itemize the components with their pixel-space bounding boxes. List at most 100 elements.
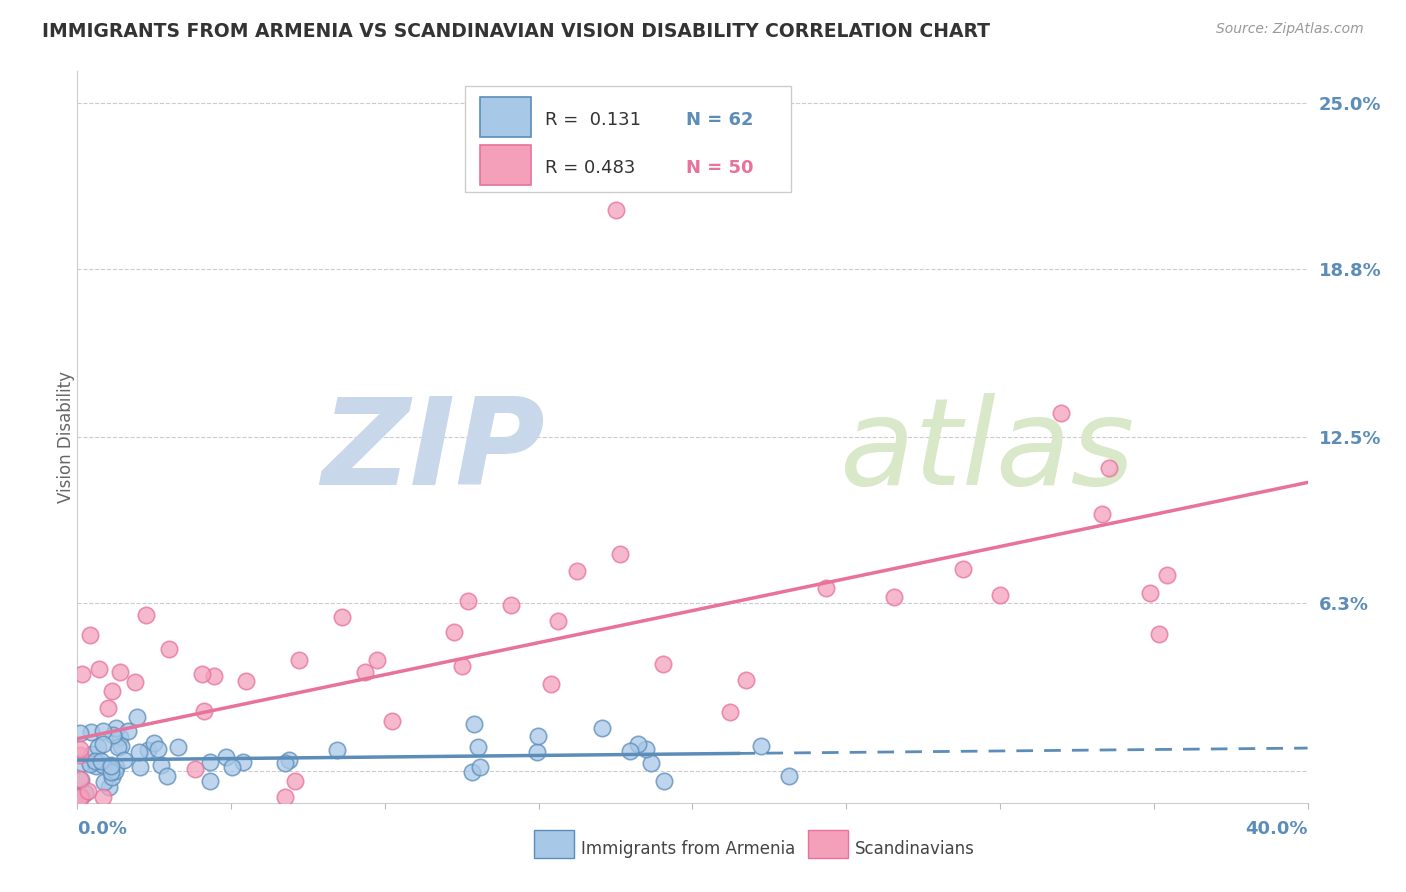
Point [288,652,311,666]
Point [135,608,157,623]
Point [470,759,492,773]
Point [1091,507,1114,521]
Bar [479,145,531,185]
Text: R =  0.131: R = 0.131 [546,112,641,129]
Point [634,741,657,756]
Point [1147,627,1170,641]
Point [457,594,479,608]
Point [101,683,124,698]
Point [198,756,221,770]
Point [461,765,484,780]
Point [129,759,152,773]
Point [988,587,1011,601]
Point [110,739,132,753]
Point [273,790,295,805]
Point [609,547,631,561]
Point [70,790,93,805]
Point [565,564,588,578]
Point [75,786,97,800]
Point [80,747,103,761]
Point [443,625,465,640]
Point [72,666,94,681]
Point [283,774,305,789]
Point [591,721,613,735]
Point [91,737,114,751]
Point [547,614,569,628]
Point [381,714,404,728]
Point [87,662,110,676]
Point [463,717,485,731]
Point [104,759,127,773]
Point [277,753,299,767]
Text: Immigrants from Armenia: Immigrants from Armenia [581,840,794,858]
Point [526,745,548,759]
Y-axis label: Vision Disability: Vision Disability [58,371,75,503]
Point [191,666,214,681]
Point [69,726,91,740]
Point [79,756,101,771]
Point [605,203,627,218]
Point [467,739,489,754]
Point [1139,586,1161,600]
Point [526,729,548,743]
Point [100,758,122,772]
Text: 40.0%: 40.0% [1246,820,1308,838]
Text: Scandinavians: Scandinavians [855,840,974,858]
Point [1050,406,1073,420]
Point [883,590,905,604]
Point [354,665,377,679]
Point [125,710,148,724]
Point [138,743,160,757]
Point [91,758,114,772]
Point [627,737,650,751]
Point [98,780,121,794]
Point [108,731,131,745]
Point [87,740,110,755]
Point [77,784,100,798]
Point [274,756,297,771]
Text: N = 62: N = 62 [686,112,754,129]
Point [101,770,124,784]
Point [70,789,93,803]
Point [749,739,772,753]
Text: R = 0.483: R = 0.483 [546,159,636,177]
Point [70,772,93,787]
Point [100,765,122,780]
Point [79,725,101,739]
Point [84,758,107,772]
Point [117,724,139,739]
Text: N = 50: N = 50 [686,159,754,177]
Point [1156,567,1178,582]
Point [652,657,675,672]
Point [221,760,243,774]
Point [157,641,180,656]
Point [202,669,225,683]
Point [366,653,388,667]
Point [70,756,93,770]
Point [720,705,742,719]
Point [150,758,173,772]
Point [107,740,129,755]
Text: ZIP: ZIP [321,393,546,510]
Point [91,790,114,805]
Point [104,721,127,735]
Point [232,756,254,770]
FancyBboxPatch shape [465,86,792,192]
Point [69,742,91,756]
Point [330,609,353,624]
Point [814,581,837,595]
Point [652,773,675,788]
Point [69,772,91,786]
Point [91,724,114,739]
Point [112,753,135,767]
Point [148,742,170,756]
Point [952,562,974,576]
Point [778,769,800,783]
Point [97,701,120,715]
Point [214,749,236,764]
Point [619,744,641,758]
Point [79,628,101,642]
Point [540,677,562,691]
Point [200,773,222,788]
Text: 0.0%: 0.0% [77,820,128,838]
